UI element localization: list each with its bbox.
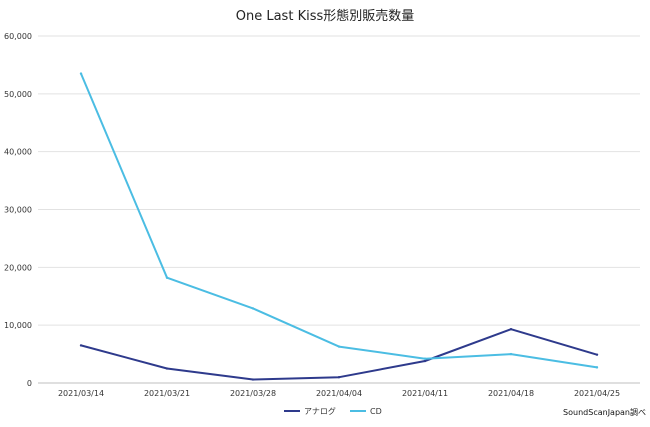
x-tick-label: 2021/03/28 [230, 389, 276, 398]
legend: アナログ CD [284, 406, 382, 416]
y-tick-label: 60,000 [4, 32, 32, 41]
series-line [80, 72, 598, 369]
data-point [79, 344, 83, 347]
data-point [509, 352, 513, 356]
gridlines [38, 35, 640, 384]
y-tick-label: 50,000 [4, 90, 32, 99]
chart-title: One Last Kiss形態別販売数量 [236, 8, 415, 24]
x-tick-label: 2021/04/11 [402, 389, 448, 398]
legend-label: CD [370, 407, 382, 416]
y-axis-ticks: 0 10,000 20,000 30,000 40,000 50,000 60,000 [4, 32, 32, 388]
x-tick-label: 2021/03/21 [144, 389, 190, 398]
data-point [165, 367, 169, 370]
y-tick-label: 10,000 [4, 321, 32, 330]
data-point [251, 307, 255, 310]
data-point [337, 376, 341, 379]
series-lines [79, 72, 599, 381]
y-tick-label: 20,000 [4, 263, 32, 272]
data-point [79, 72, 83, 75]
y-tick-label: 0 [27, 379, 32, 388]
data-point [595, 366, 599, 369]
data-point [509, 328, 513, 331]
x-tick-label: 2021/03/14 [58, 389, 104, 398]
data-point [423, 357, 427, 360]
data-point [595, 353, 599, 356]
legend-label: アナログ [304, 406, 336, 416]
x-tick-label: 2021/04/18 [488, 389, 534, 398]
data-point [251, 378, 255, 381]
x-tick-label: 2021/04/04 [316, 389, 362, 398]
x-axis-ticks: 2021/03/14 2021/03/21 2021/03/28 2021/04/04… [58, 389, 620, 398]
x-tick-label: 2021/04/25 [574, 389, 620, 398]
source-note: SoundScanJapan調べ [563, 407, 646, 417]
series-line [80, 328, 598, 381]
y-tick-label: 40,000 [4, 148, 32, 157]
y-tick-label: 30,000 [4, 206, 32, 215]
data-point [423, 359, 427, 363]
data-point [165, 276, 169, 279]
data-point [337, 345, 341, 348]
